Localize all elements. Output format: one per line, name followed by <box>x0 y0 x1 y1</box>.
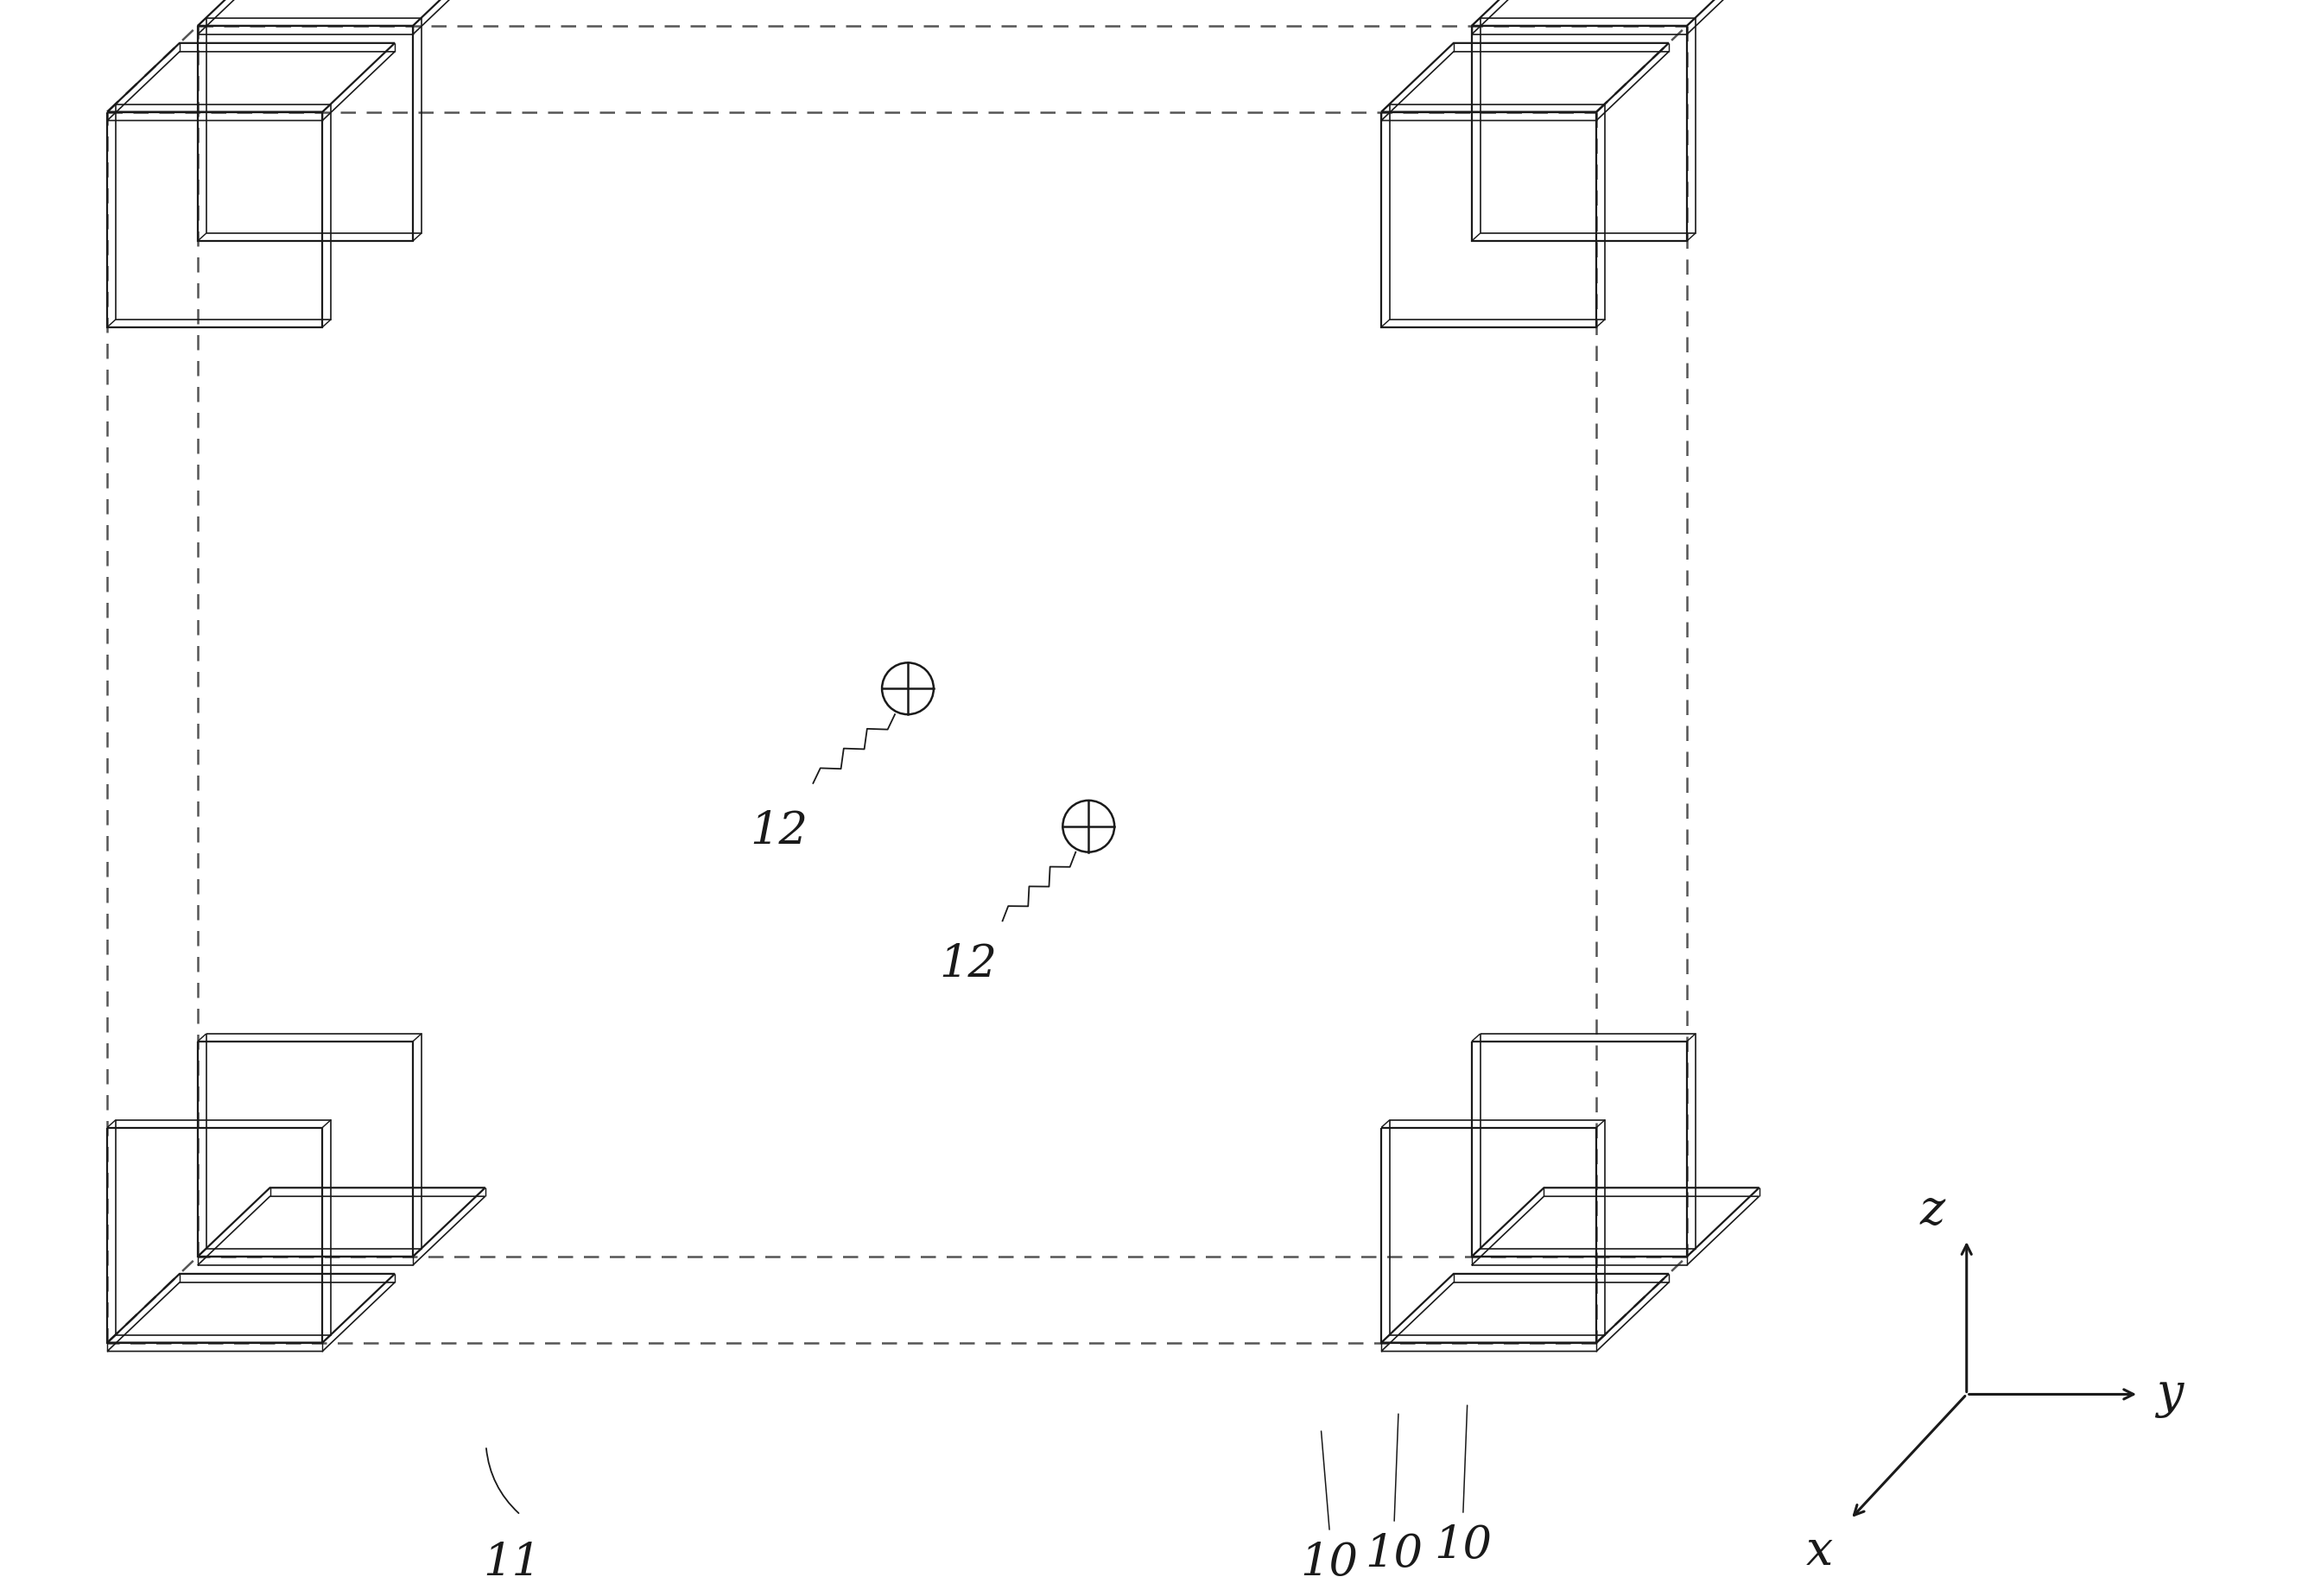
Text: y: y <box>2156 1371 2183 1417</box>
Text: 10: 10 <box>1366 1532 1424 1575</box>
Text: 11: 11 <box>482 1540 540 1585</box>
Text: x: x <box>1807 1527 1833 1575</box>
Text: 12: 12 <box>750 809 808 854</box>
Text: 12: 12 <box>939 942 997 986</box>
Text: 10: 10 <box>1302 1540 1359 1585</box>
Text: 10: 10 <box>1433 1524 1491 1567</box>
Text: z: z <box>1920 1187 1946 1235</box>
